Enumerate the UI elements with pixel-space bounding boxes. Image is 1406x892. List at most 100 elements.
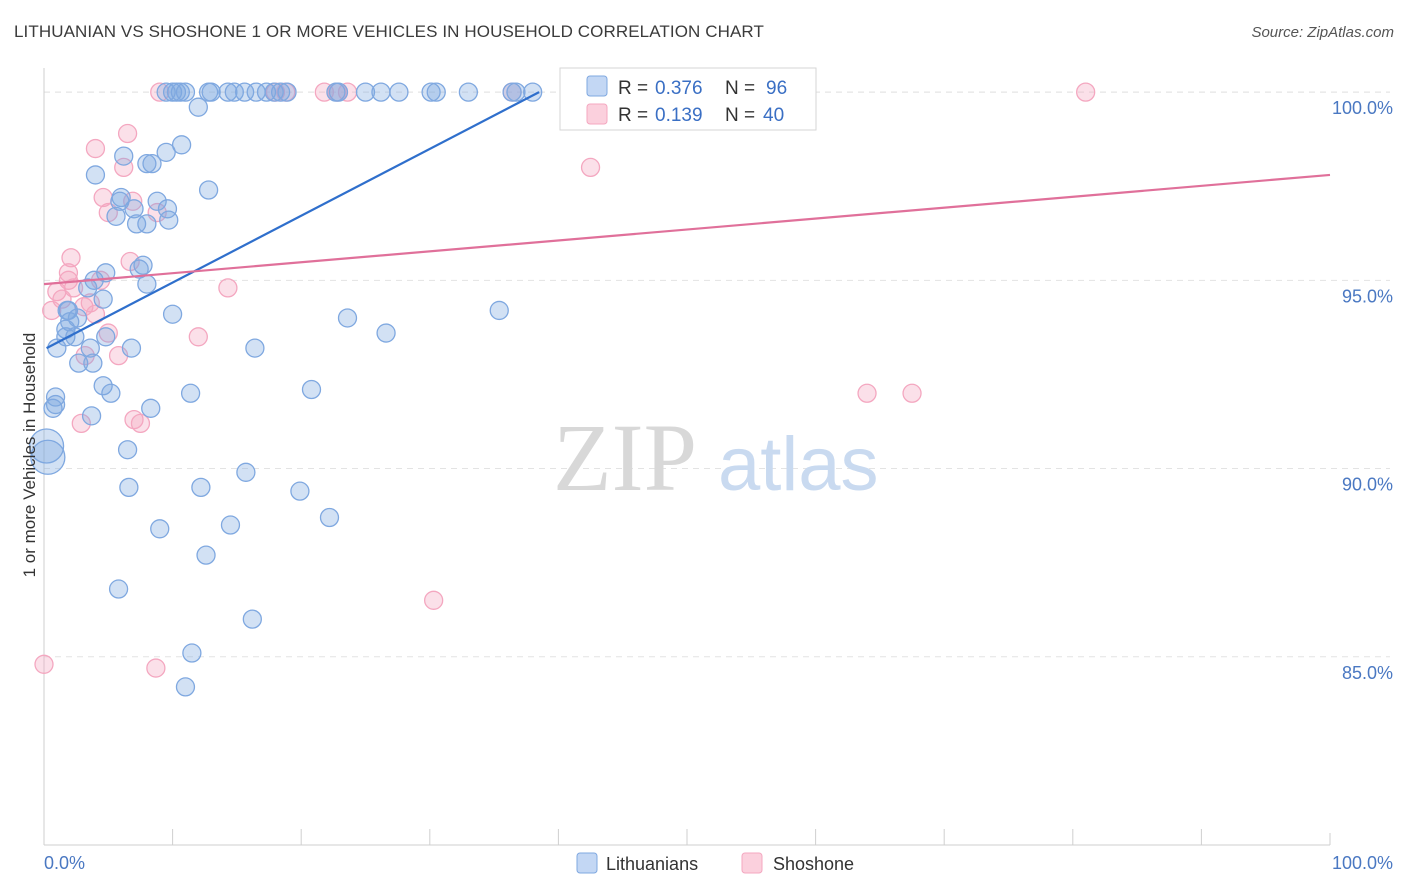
lithuanians-point-55 [337,308,358,328]
legend-r-label-2: R = [618,105,648,126]
lithuanians-point-3 [170,82,190,102]
lithuanians-point-40 [159,210,179,230]
shoshone-point-22 [218,278,238,298]
lithuanians-point-64 [121,338,142,358]
lithuanians-point-67 [83,353,103,373]
lithuanians-point-59 [65,327,85,347]
series-lithuanians-points [28,82,543,697]
axes [43,68,1331,846]
lithuanians-point-82 [191,477,211,498]
shoshone-point-38 [424,590,444,610]
tick-labels: 85.0% 90.0% 95.0% 100.0% 0.0% 100.0% [44,98,1393,873]
shoshone-point-37 [71,413,91,434]
lithuanians-point-76 [81,406,102,426]
lithuanians-point-61 [376,323,396,343]
legend-swatch-lithuanians [586,75,608,97]
lithuanians-point-66 [69,353,89,373]
shoshone-point-27 [42,300,62,321]
lithuanians-point-88 [108,579,129,599]
shoshone-point-9 [117,123,138,144]
y-tick-label-95: 95.0% [1342,286,1393,306]
lithuanians-point-60 [96,327,116,347]
lithuanians-point-72 [45,387,66,407]
lithuanians-point-70 [180,383,201,403]
lithuanians-point-69 [101,383,121,403]
lithuanians-point-4 [175,82,196,102]
lithuanians-point-91 [175,677,196,697]
chart-title: LITHUANIAN VS SHOSHONE 1 OR MORE VEHICLE… [14,22,764,41]
legend-n-label-1: N = [725,78,755,99]
y-tick-label-85: 85.0% [1342,663,1393,683]
lithuanians-point-14 [277,82,297,102]
shoshone-point-7 [1076,82,1096,102]
lithuanians-point-21 [426,82,446,102]
shoshone-point-36 [130,413,151,434]
legend-r-value-2: 0.139 [655,105,703,126]
lithuanians-point-89 [242,609,262,629]
lithuanians-point-11 [256,82,277,102]
shoshone-point-10 [114,157,134,178]
lithuanians-point-78 [30,439,66,475]
lithuanians-point-48 [78,278,98,298]
lithuanians-point-42 [137,214,157,234]
lithuanians-point-8 [224,82,244,102]
lithuanians-point-86 [150,519,170,539]
legend-r-label-1: R = [618,78,648,99]
shoshone-point-40 [146,658,166,678]
lithuanians-point-17 [355,82,376,102]
legend-n-value-2: 40 [763,105,784,126]
shoshone-trend-line [43,173,1331,286]
bottom-legend-label-lithuanians: Lithuanians [606,854,698,874]
lithuanians-point-19 [389,82,409,102]
lithuanians-point-85 [220,515,241,535]
shoshone-point-34 [902,383,922,403]
lithuanians-point-37 [124,199,144,219]
lithuanians-point-56 [489,300,509,321]
lithuanians-point-83 [290,481,310,501]
lithuanians-point-74 [43,398,63,418]
lithuanians-point-29 [114,146,134,166]
lithuanians-point-31 [137,153,157,174]
lithuanians-point-51 [57,300,77,321]
lithuanians-point-81 [119,477,139,498]
lithuanians-point-47 [137,274,157,294]
legend-box: R = 0.376 N = 96 R = 0.139 N = 40 [559,67,817,131]
shoshone-point-8 [85,138,106,159]
lithuanians-point-90 [182,643,202,663]
series-shoshone-points [34,82,1096,678]
lithuanians-point-63 [80,338,100,358]
lithuanians-point-71 [301,379,322,400]
lithuanians-point-22 [458,82,479,102]
lithuanians-point-30 [142,153,162,174]
lithuanians-point-80 [236,462,256,482]
y-tick-label-100: 100.0% [1332,98,1393,118]
watermark-zip: ZIP [553,404,697,511]
shoshone-point-16 [61,248,81,268]
shoshone-point-33 [857,383,877,403]
lithuanians-point-20 [421,82,441,102]
watermark: ZIP atlas [553,404,879,511]
lithuanians-point-45 [96,263,116,283]
lithuanians-point-7 [218,82,238,102]
lithuanians-point-49 [93,289,113,309]
lithuanians-point-68 [93,376,113,396]
legend-r-value-1: 0.376 [655,78,703,99]
lithuanians-point-75 [141,398,161,418]
lithuanians-point-87 [196,545,216,565]
lithuanians-point-44 [129,259,149,279]
lithuanians-point-26 [188,97,208,117]
x-tick-label-100: 100.0% [1332,853,1393,873]
x-tick-label-0: 0.0% [44,853,85,873]
shoshone-point-11 [580,157,601,178]
trend-lines [43,91,1331,350]
lithuanians-point-24 [506,82,526,102]
lithuanians-point-52 [162,304,183,324]
lithuanians-point-18 [371,82,391,102]
watermark-atlas: atlas [718,422,879,507]
lithuanians-point-77 [28,428,65,464]
lithuanians-point-65 [245,338,265,358]
y-axis-label: 1 or more Vehicles in Household [20,333,39,578]
lithuanians-point-0 [156,82,176,102]
lithuanians-point-79 [117,440,138,460]
